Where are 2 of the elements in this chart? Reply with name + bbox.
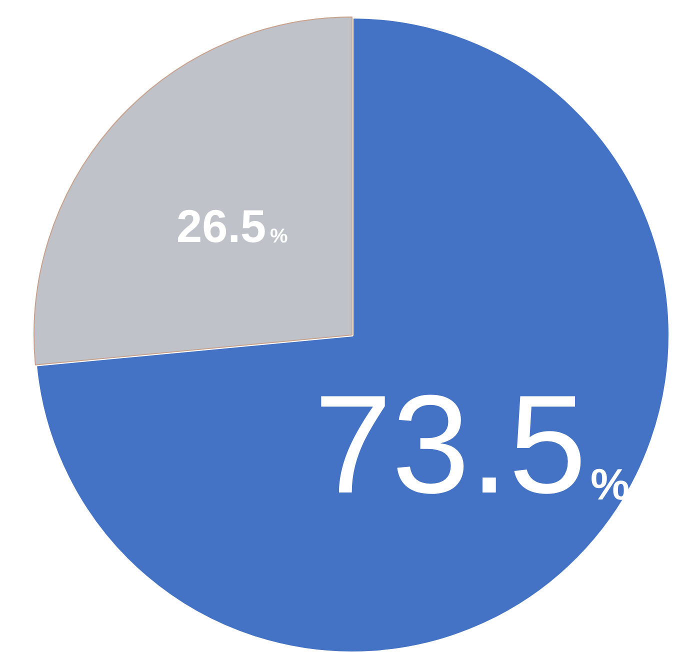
- data-label: 26.5%: [176, 200, 288, 252]
- data-label: 73.5%: [314, 366, 630, 523]
